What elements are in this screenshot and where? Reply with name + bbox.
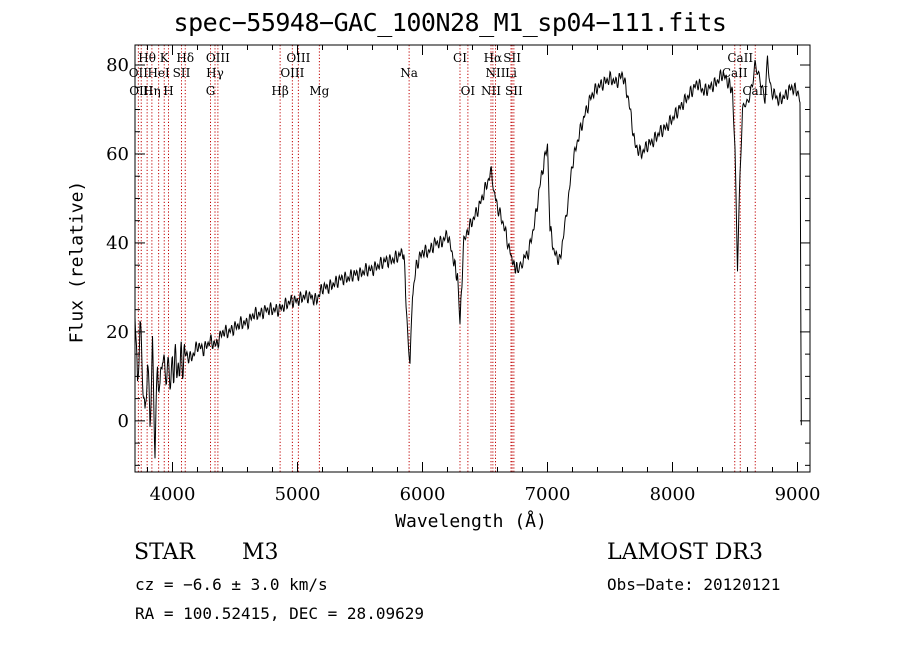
y-tick-label: 0 [118, 411, 129, 432]
spectral-line-label: Hβ [271, 84, 288, 98]
x-tick-label: 6000 [400, 484, 446, 505]
y-tick-label: 40 [106, 233, 129, 254]
spectral-line-label: Hη [143, 84, 161, 98]
spectral-line-label: OIII [286, 51, 310, 65]
class-label: STAR [134, 540, 195, 565]
spectral-line-label: CaII [722, 66, 748, 80]
spectral-line-label: OIII [129, 84, 153, 98]
x-tick-label: 5000 [275, 484, 321, 505]
spectral-line-label: K [160, 51, 170, 65]
spectral-line-label: SII [173, 66, 191, 80]
subclass-label: M3 [242, 540, 279, 565]
x-tick-label: 9000 [775, 484, 821, 505]
coords-text: RA = 100.52415, DEC = 28.09629 [135, 604, 424, 623]
spectral-line-label: H [163, 84, 173, 98]
y-tick-label: 80 [106, 55, 129, 76]
y-tick-label: 60 [106, 144, 129, 165]
redshift-text: cz = −6.6 ± 3.0 km/s [135, 575, 328, 594]
spectral-line-label: Mg [309, 84, 329, 98]
x-tick-label: 7000 [525, 484, 571, 505]
spectrum-series-flux [134, 55, 802, 459]
obs-date-text: Obs−Date: 20120121 [607, 575, 781, 594]
spectral-line-label: CaII [727, 51, 753, 65]
y-tick-label: 20 [106, 322, 129, 343]
spectral-line-label: Na [400, 66, 418, 80]
spectral-line-label: Hδ [176, 51, 194, 65]
spectral-line-label: OIII [280, 66, 304, 80]
spectral-line-label: CaII [742, 84, 768, 98]
spectral-line-label: NII [486, 66, 506, 80]
plot-frame [134, 44, 811, 473]
spectral-line-label: Li [505, 66, 517, 80]
spectral-line-label: G [206, 84, 216, 98]
x-tick-label: 8000 [650, 484, 696, 505]
y-axis-label: Flux (relative) [66, 180, 88, 344]
x-tick-label: 4000 [150, 484, 196, 505]
spectral-line-label: SII [505, 84, 523, 98]
spectral-line-label: Hθ [138, 51, 156, 65]
spectral-line-label: OIII [206, 51, 230, 65]
spectral-line-label: NII [481, 84, 501, 98]
spectral-line-label: OI [461, 84, 476, 98]
spectral-line-label: Hα [484, 51, 503, 65]
spectral-line-label: SII [503, 51, 521, 65]
survey-label: LAMOST DR3 [607, 540, 763, 565]
x-axis-label: Wavelength (Å) [395, 511, 547, 532]
spectral-line-label: HeI [147, 66, 170, 80]
chart-title: spec−55948−GAC_100N28_M1_sp04−111.fits [173, 8, 727, 37]
spectral-line-label: CI [453, 51, 467, 65]
spectral-line-label: Hγ [206, 66, 224, 80]
spectral-line-label: OII [129, 66, 149, 80]
